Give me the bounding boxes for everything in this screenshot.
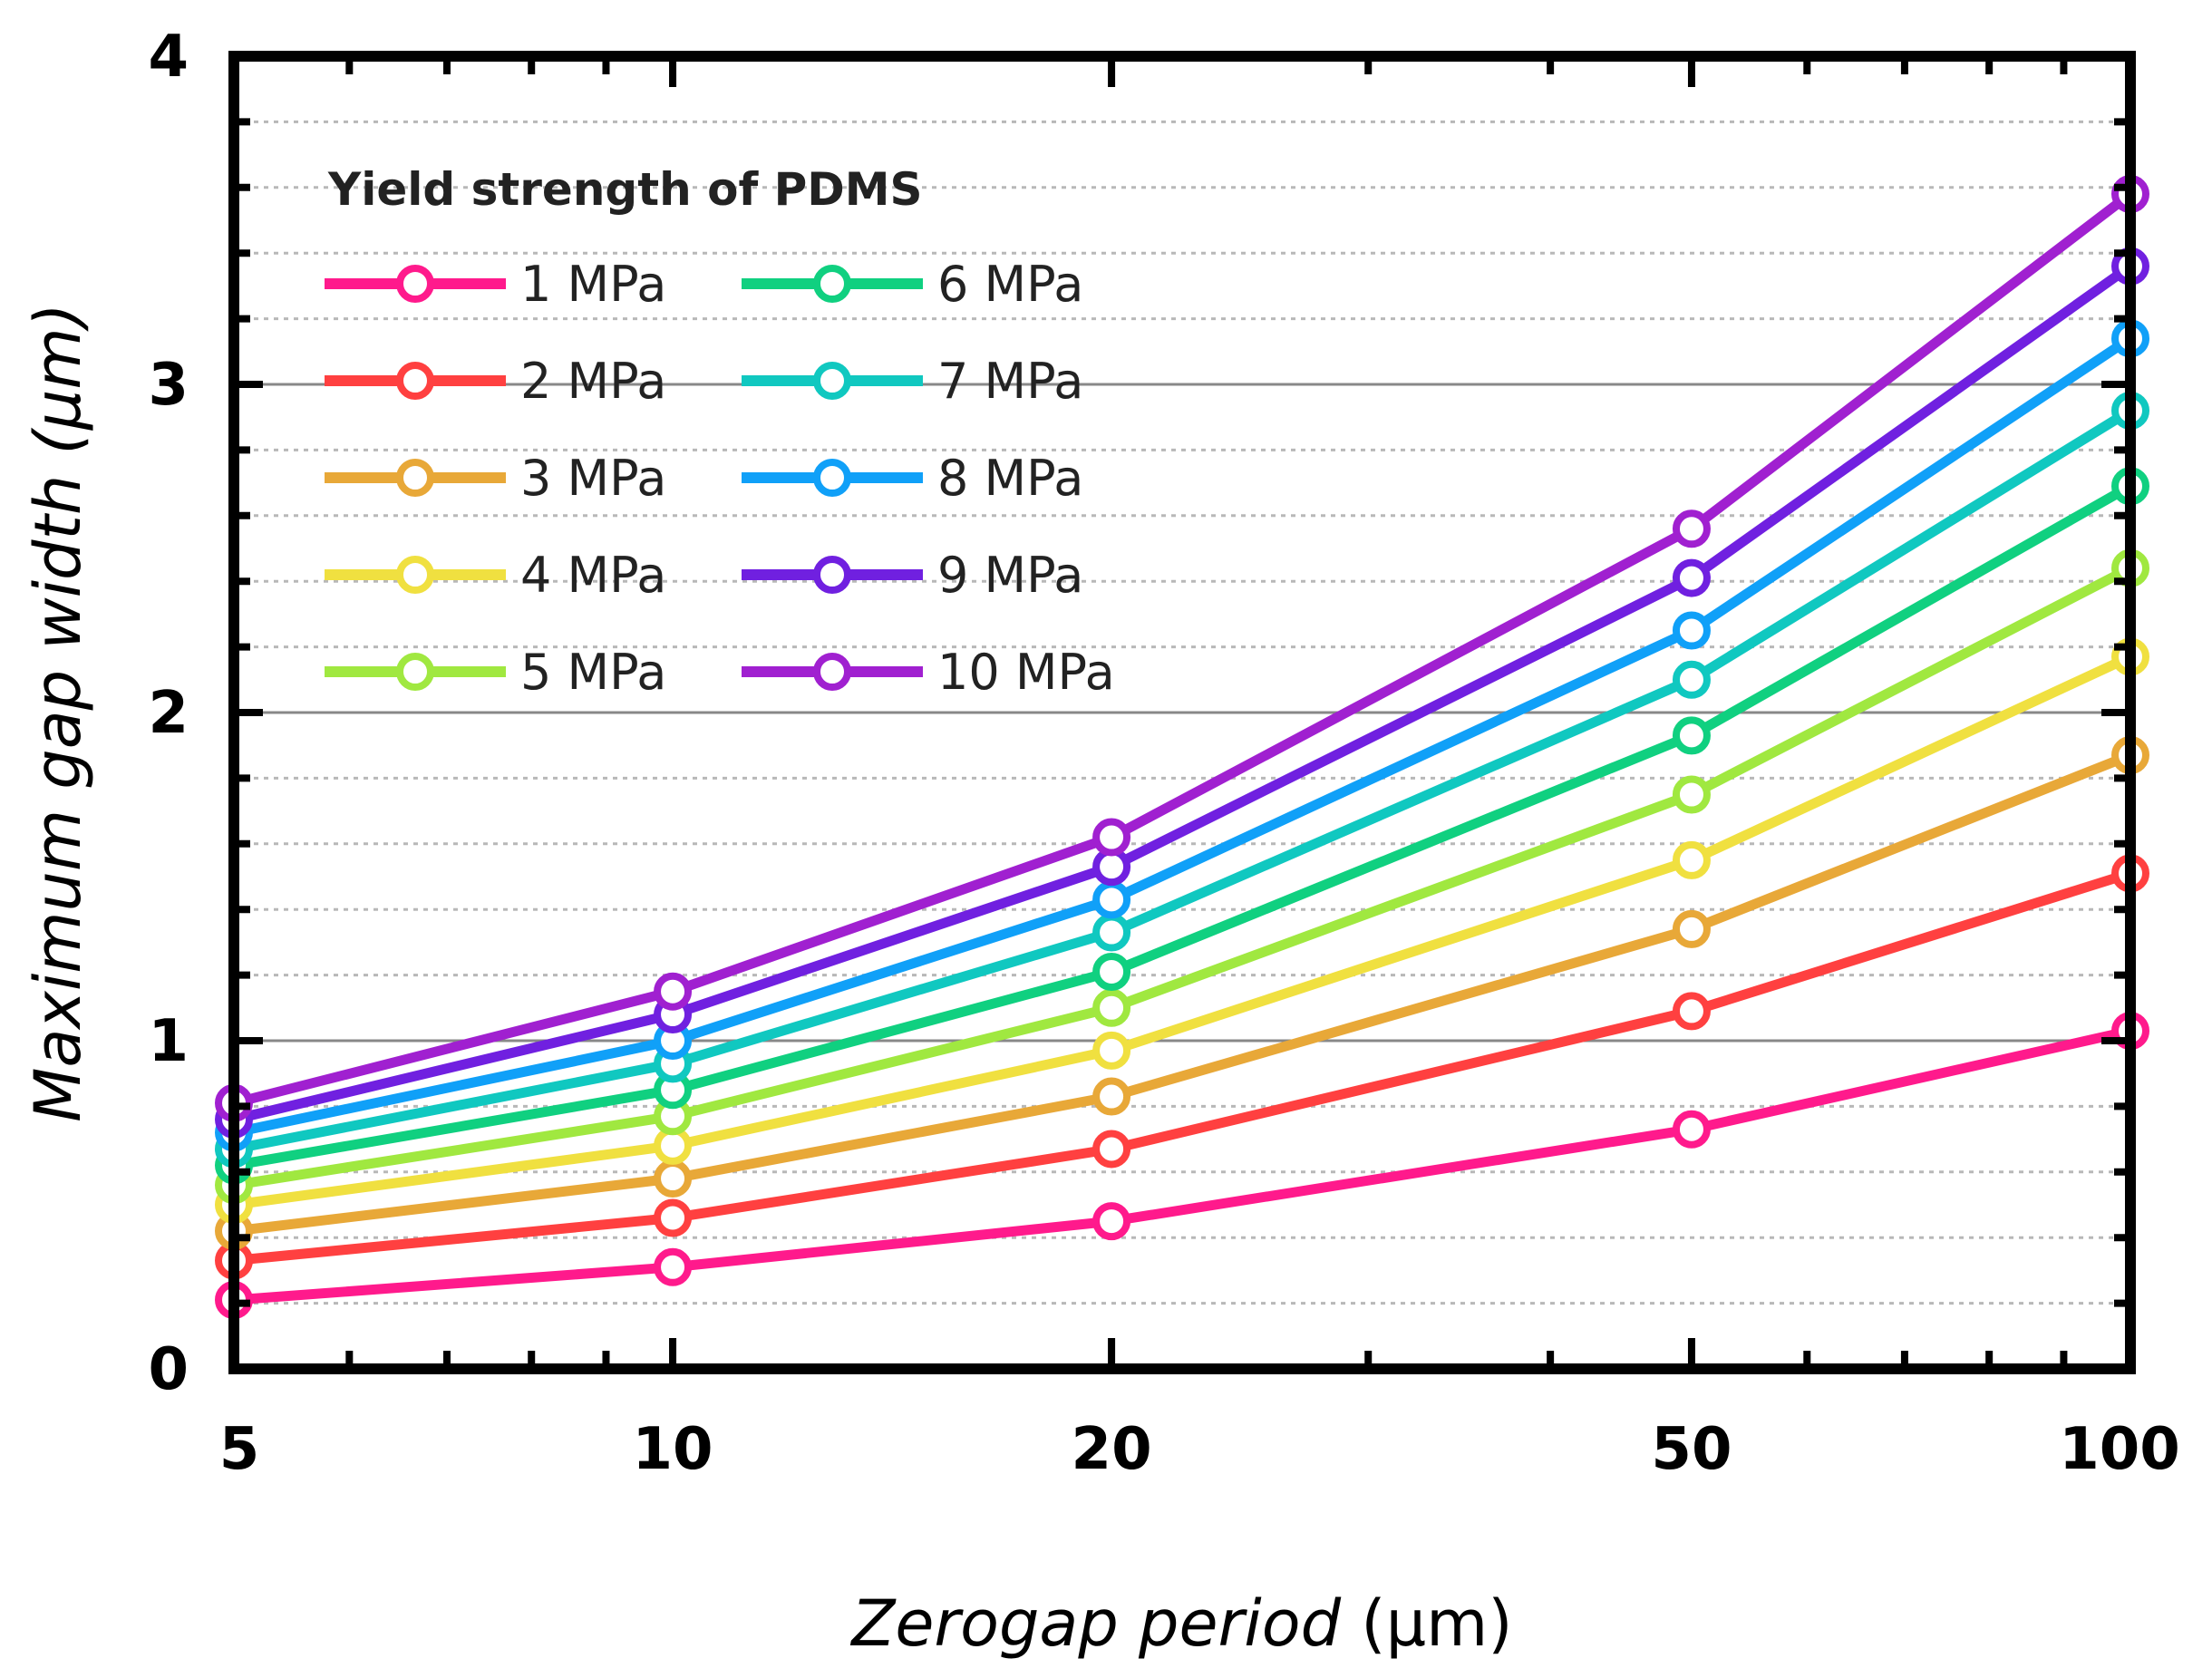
x-axis-title-unit: (μm) [1341, 1586, 1513, 1661]
data-point [1672, 509, 1711, 548]
legend-label: 2 MPa [520, 353, 666, 410]
x-tick-label: 10 [633, 1416, 713, 1483]
data-point [1092, 913, 1131, 952]
legend-label: 1 MPa [520, 256, 666, 313]
axis-ticks [230, 53, 2134, 1372]
x-axis-title-main: Zerogap period [849, 1586, 1341, 1661]
y-tick-label: 0 [148, 1336, 189, 1403]
data-point [1672, 1110, 1711, 1149]
x-tick-labels: 5 10 20 50 100 [219, 1416, 2180, 1483]
y-axis-title: Maximum gap width (μm) [21, 303, 95, 1122]
legend-label: 9 MPa [937, 547, 1083, 604]
data-point [1092, 1130, 1131, 1169]
data-point [1092, 1077, 1131, 1116]
legend-swatch-marker [396, 556, 434, 594]
legend-label: 5 MPa [520, 644, 666, 701]
legend-swatch-marker [813, 653, 851, 691]
legend-swatch-marker [813, 265, 851, 303]
y-tick-labels: 0 1 2 3 4 [148, 24, 189, 1403]
x-tick-label: 20 [1072, 1416, 1152, 1483]
data-point [1672, 660, 1711, 699]
data-point [1672, 611, 1711, 650]
legend-label: 7 MPa [937, 353, 1083, 410]
data-point [1092, 880, 1131, 919]
data-point [1672, 775, 1711, 814]
legend: 1 MPa 2 MPa 3 MPa 4 MPa 5 MPa 6 MPa 7 MPa 8 MPa… [325, 256, 1115, 701]
data-point [654, 1198, 693, 1237]
legend-label: 8 MPa [937, 450, 1083, 507]
y-tick-label: 1 [148, 1008, 189, 1075]
legend-label: 10 MPa [937, 644, 1115, 701]
legend-label: 3 MPa [520, 450, 666, 507]
x-axis-title: Zerogap period (μm) [849, 1586, 1512, 1661]
data-point [1092, 1202, 1131, 1241]
data-point [1092, 818, 1131, 857]
x-tick-label: 100 [2059, 1416, 2180, 1483]
data-point [1092, 988, 1131, 1027]
data-point [654, 1159, 693, 1198]
legend-swatch-marker [396, 265, 434, 303]
x-tick-label: 50 [1651, 1416, 1732, 1483]
data-point [1672, 558, 1711, 597]
legend-swatch-marker [813, 459, 851, 497]
data-point [1672, 716, 1711, 755]
y-tick-label: 3 [148, 352, 189, 419]
data-point [654, 972, 693, 1011]
x-tick-label: 5 [219, 1416, 260, 1483]
data-point [654, 1247, 693, 1286]
y-tick-label: 2 [148, 680, 189, 747]
legend-swatch-marker [396, 653, 434, 691]
legend-label: 4 MPa [520, 547, 666, 604]
data-point [1092, 1031, 1131, 1070]
legend-swatch-marker [813, 556, 851, 594]
legend-swatch-marker [396, 459, 434, 497]
legend-swatch-marker [396, 362, 434, 400]
data-point [1672, 840, 1711, 879]
data-point [1672, 992, 1711, 1031]
legend-label: 6 MPa [937, 256, 1083, 313]
data-point [1672, 909, 1711, 948]
data-point [1092, 952, 1131, 991]
y-tick-label: 4 [148, 24, 189, 91]
legend-swatch-marker [813, 362, 851, 400]
legend-title: Yield strength of PDMS [327, 163, 923, 216]
